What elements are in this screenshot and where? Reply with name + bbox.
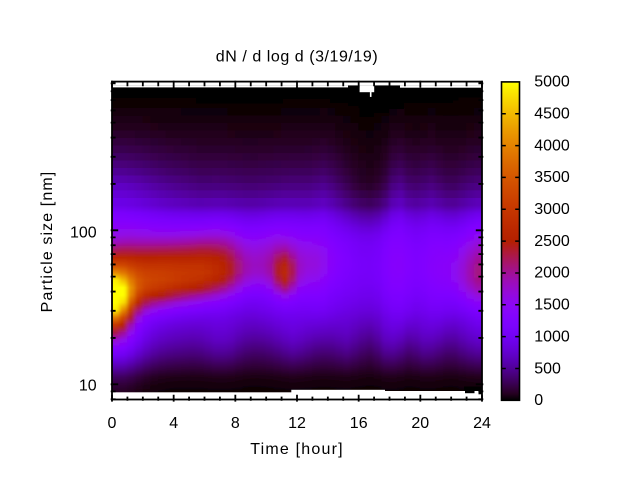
svg-text:3500: 3500: [534, 169, 570, 186]
svg-text:Particle size [nm]: Particle size [nm]: [39, 171, 56, 313]
svg-text:dN / d log d (3/19/19): dN / d log d (3/19/19): [216, 48, 378, 65]
svg-text:8: 8: [231, 415, 240, 432]
svg-text:4500: 4500: [534, 106, 570, 123]
svg-text:2000: 2000: [534, 265, 570, 282]
svg-text:12: 12: [288, 415, 306, 432]
svg-text:500: 500: [534, 360, 561, 377]
svg-text:2500: 2500: [534, 233, 570, 250]
svg-text:1000: 1000: [534, 328, 570, 345]
svg-text:16: 16: [350, 415, 368, 432]
svg-text:1500: 1500: [534, 297, 570, 314]
svg-text:10: 10: [79, 378, 97, 395]
svg-text:0: 0: [108, 415, 117, 432]
svg-text:4000: 4000: [534, 137, 570, 154]
svg-text:100: 100: [70, 224, 97, 241]
svg-text:Time [hour]: Time [hour]: [250, 441, 344, 458]
svg-text:4: 4: [169, 415, 178, 432]
svg-text:24: 24: [473, 415, 491, 432]
svg-text:20: 20: [411, 415, 429, 432]
svg-text:3000: 3000: [534, 201, 570, 218]
svg-text:0: 0: [534, 392, 543, 409]
svg-text:5000: 5000: [534, 74, 570, 91]
